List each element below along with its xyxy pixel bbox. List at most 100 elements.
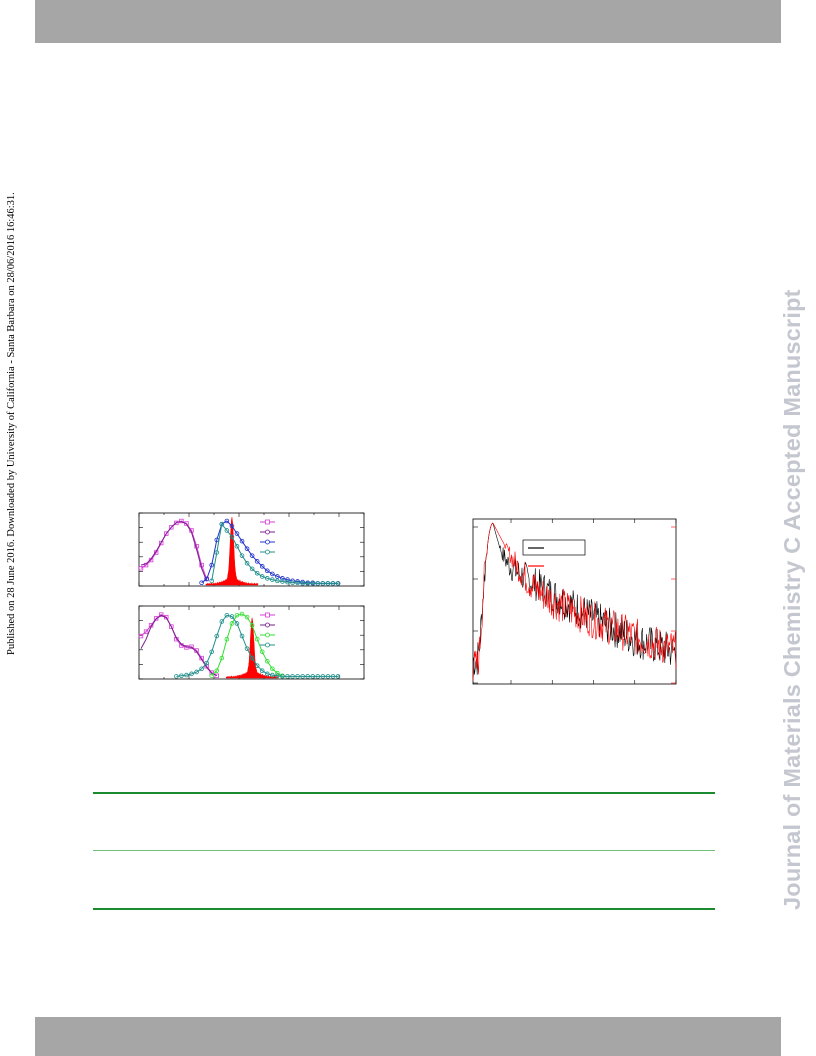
spectra-top-axes [138,512,365,587]
spectra-bottom-point [153,616,159,621]
spectra-top-point [169,525,174,530]
spectra-bottom-point [199,666,204,672]
spectra-bottom-point [214,633,220,639]
spectra-bottom-point [264,658,270,664]
spectra-top-point [209,578,215,584]
table-rule-top [93,792,715,794]
spectra-top-point [285,577,290,582]
spectra-bottom-point [275,670,280,676]
spectra-bottom-point [174,674,179,679]
spectra-top-point [204,576,209,582]
table-rule-bottom [93,908,715,910]
spectra-top-point [270,571,275,577]
spectra-bottom-point [209,670,214,675]
spectra-top-point [280,576,285,581]
spectra-top-point [244,546,250,552]
spectra-top-point [219,521,225,527]
spectra-top-legend-marker [265,519,270,525]
spectra-top-point [305,581,310,586]
spectra-top-point [275,574,280,579]
spectra-bottom-point [249,655,255,661]
spectra-top-point [224,528,230,533]
spectra-top-point [249,566,255,572]
spectra-bottom-point [239,633,245,639]
spectra-top-point [199,580,204,586]
spectra-bottom-point [189,671,194,677]
spectra-bottom-point [259,668,265,673]
spectra-bottom-legend-marker [265,632,270,638]
decay-series-line [472,522,677,675]
spectra-bottom-series-line [140,614,218,677]
spectra-bottom-point [219,655,225,661]
spectra-bottom-point [254,663,260,668]
spectra-bottom-point [270,672,275,678]
spectra-top-point [234,531,240,536]
spectra-bottom-point [219,619,225,624]
footer-bar [35,1017,781,1056]
spectra-bottom-point [300,674,305,679]
spectra-top-point [259,564,265,569]
spectra-bottom-legend-marker [265,642,270,648]
spectra-top-point [229,534,235,540]
spectra-top-point [259,574,265,579]
spectra-top-legend-marker [265,529,270,535]
spectra-bottom-point [224,612,230,618]
spectra-bottom-point [234,612,240,618]
decay-series-line [472,522,677,682]
spectra-bottom-point [143,629,149,634]
spectra-bottom-point [259,649,265,655]
spectra-bottom-point [325,674,331,679]
spectra-bottom-point [290,674,295,679]
spectra-top-point [234,543,240,549]
spectra-bottom-point [229,614,235,619]
spectra-top-point [254,570,260,576]
spectra-bottom-point [244,646,250,651]
decay-legend-box [522,539,586,556]
spectra-top-point [330,581,336,586]
spectra-bottom-point [285,674,290,679]
spectra-top-point [229,523,235,529]
spectra-bottom-series-line [140,614,218,677]
spectra-top-point [310,581,316,586]
spectra-top-point [159,540,164,546]
spectra-bottom-point [159,612,164,617]
spectra-bottom-point [315,674,321,679]
spectra-top-legend-marker [265,539,270,545]
spectra-bottom-point [234,621,240,626]
spectra-top-series-line [140,521,208,582]
spectra-top-point [270,577,275,582]
spectra-bottom-point [239,611,245,617]
spectra-top-point [264,576,270,581]
spectra-bottom-point [169,624,174,629]
spectra-bottom-point [310,674,316,679]
table-rule-middle [93,850,715,851]
spectra-bottom-point [320,674,326,679]
spectra-top-point [174,520,179,526]
decay-axes [472,518,677,685]
spectra-top-filled-peak [205,517,259,586]
spectra-top-point [315,581,321,586]
spectra-bottom-point [214,673,219,678]
spectra-bottom-point [295,674,300,679]
spectra-bottom-point [275,673,280,679]
spectra-bottom-series-line [211,613,283,677]
spectra-top-point [295,580,300,586]
spectra-bottom-point [270,666,275,672]
spectra-top-point [325,581,331,586]
spectra-bottom-point [214,668,220,673]
spectra-bottom-point [224,636,230,642]
spectra-top-point [164,531,169,536]
spectra-bottom-point [305,674,310,679]
spectra-bottom-point [204,660,209,666]
spectra-top-point [138,566,144,571]
spectra-top-point [280,579,285,584]
spectra-bottom-filled-peak [225,617,279,679]
spectra-bottom-axes [138,605,365,680]
spectra-bottom-point [138,633,144,639]
spectra-bottom-point [184,672,189,678]
spectra-top-point [249,553,255,558]
spectra-top-point [244,560,250,566]
spectra-bottom-point [254,636,260,642]
spectra-bottom-point [194,669,199,675]
